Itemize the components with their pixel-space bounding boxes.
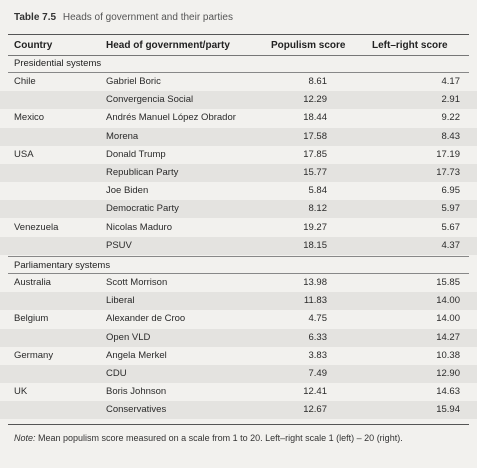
section-parliamentary: Parliamentary systems <box>14 260 111 271</box>
cell-head: Conservatives <box>106 404 167 416</box>
cell-head: Angela Merkel <box>106 349 167 361</box>
cell-country: Venezuela <box>14 221 59 233</box>
cell-head: Open VLD <box>106 331 151 343</box>
cell-country: Australia <box>14 277 51 288</box>
cell-head: Liberal <box>106 295 135 307</box>
table-row: UK Boris Johnson 12.41 14.63 <box>0 383 477 401</box>
cell-country: Germany <box>14 349 54 361</box>
table-row: PSUV 18.15 4.37 <box>0 236 477 255</box>
cell-populism: 13.98 <box>303 277 327 288</box>
table-row: Joe Biden 5.84 6.95 <box>0 182 477 200</box>
cell-left-right: 17.73 <box>436 167 460 178</box>
table-row: USA Donald Trump 17.85 17.19 <box>0 146 477 164</box>
cell-left-right: 14.27 <box>436 331 460 343</box>
cell-head: Donald Trump <box>106 148 166 160</box>
cell-head: CDU <box>106 368 127 379</box>
cell-populism: 15.77 <box>303 167 327 178</box>
table-row: Morena 17.58 8.43 <box>0 127 477 146</box>
top-rule <box>8 34 469 35</box>
table-row: Australia Scott Morrison 13.98 15.85 <box>0 274 477 292</box>
cell-left-right: 12.90 <box>436 368 460 379</box>
table-row: Belgium Alexander de Croo 4.75 14.00 <box>0 310 477 328</box>
table-row: Convergencia Social 12.29 2.91 <box>0 91 477 110</box>
table-row: Chile Gabriel Boric 8.61 4.17 <box>0 73 477 91</box>
table-row: Mexico Andrés Manuel López Obrador 18.44 9.… <box>0 109 477 127</box>
cell-populism: 18.44 <box>303 112 327 124</box>
cell-populism: 3.83 <box>308 349 328 361</box>
cell-populism: 12.29 <box>303 94 327 106</box>
section-rule-presidential <box>8 72 469 73</box>
cell-populism: 8.12 <box>308 203 328 215</box>
cell-country: Mexico <box>14 112 45 124</box>
section-presidential: Presidential systems <box>14 58 102 69</box>
table-title: Heads of government and their parties <box>62 12 233 23</box>
cell-left-right: 15.85 <box>436 277 460 288</box>
cell-country: UK <box>14 386 28 398</box>
cell-left-right: 14.00 <box>436 295 460 307</box>
cell-populism: 6.33 <box>308 331 328 343</box>
cell-head: Alexander de Croo <box>106 313 186 325</box>
cell-head: Gabriel Boric <box>106 76 161 87</box>
table-note: Note: Mean populism score measured on a … <box>14 432 454 444</box>
table-caption: Table 7.5 Heads of government and their … <box>14 12 233 23</box>
cell-head: Boris Johnson <box>106 386 167 398</box>
table-row: Conservatives 12.67 15.94 <box>0 401 477 420</box>
bottom-rule <box>8 424 469 425</box>
cell-left-right: 10.38 <box>436 349 460 361</box>
cell-left-right: 5.67 <box>441 221 461 233</box>
cell-head: Joe Biden <box>106 185 149 197</box>
cell-populism: 18.15 <box>303 239 327 251</box>
cell-populism: 4.75 <box>308 313 328 325</box>
table-row: CDU 7.49 12.90 <box>0 365 477 383</box>
cell-head: PSUV <box>106 239 132 251</box>
cell-head: Democratic Party <box>106 203 179 215</box>
cell-country: Chile <box>14 76 36 87</box>
cell-left-right: 6.95 <box>441 185 461 197</box>
section-rule-parliamentary-top <box>8 256 469 257</box>
cell-left-right: 5.97 <box>441 203 461 215</box>
cell-left-right: 4.17 <box>441 76 461 87</box>
column-header-populism: Populism score <box>271 40 346 51</box>
table-number: Table 7.5 <box>14 12 57 23</box>
cell-head: Nicolas Maduro <box>106 221 172 233</box>
column-header-left-right: Left–right score <box>372 40 448 51</box>
cell-left-right: 4.37 <box>441 239 461 251</box>
cell-left-right: 14.63 <box>436 386 460 398</box>
cell-left-right: 14.00 <box>436 313 460 325</box>
cell-country: Belgium <box>14 313 49 325</box>
cell-head: Morena <box>106 130 139 142</box>
cell-populism: 17.85 <box>303 148 327 160</box>
table-row: Liberal 11.83 14.00 <box>0 292 477 311</box>
cell-populism: 8.61 <box>308 76 328 87</box>
cell-populism: 17.58 <box>303 130 327 142</box>
cell-country: USA <box>14 148 34 160</box>
cell-left-right: 9.22 <box>441 112 461 124</box>
cell-left-right: 15.94 <box>436 404 460 416</box>
cell-left-right: 2.91 <box>441 94 461 106</box>
cell-head: Scott Morrison <box>106 277 168 288</box>
cell-populism: 5.84 <box>308 185 328 197</box>
table-row: Open VLD 6.33 14.27 <box>0 328 477 347</box>
cell-populism: 19.27 <box>303 221 327 233</box>
header-rule <box>8 55 469 56</box>
note-text: Mean populism score measured on a scale … <box>35 433 403 443</box>
column-header-country: Country <box>14 40 53 51</box>
cell-left-right: 17.19 <box>436 148 460 160</box>
table-row: Democratic Party 8.12 5.97 <box>0 200 477 219</box>
cell-populism: 11.83 <box>303 295 327 307</box>
section-rule-parliamentary <box>8 273 469 274</box>
cell-populism: 12.67 <box>303 404 327 416</box>
cell-head: Andrés Manuel López Obrador <box>106 112 236 124</box>
cell-head: Republican Party <box>106 167 179 178</box>
note-label: Note: <box>14 433 36 443</box>
table-row: Republican Party 15.77 17.73 <box>0 164 477 182</box>
table-row: Germany Angela Merkel 3.83 10.38 <box>0 347 477 365</box>
cell-populism: 12.41 <box>303 386 327 398</box>
column-header-head: Head of government/party <box>106 40 230 51</box>
cell-populism: 7.49 <box>308 368 328 379</box>
table-row: Venezuela Nicolas Maduro 19.27 5.67 <box>0 219 477 237</box>
cell-head: Convergencia Social <box>106 94 194 106</box>
cell-left-right: 8.43 <box>441 130 461 142</box>
